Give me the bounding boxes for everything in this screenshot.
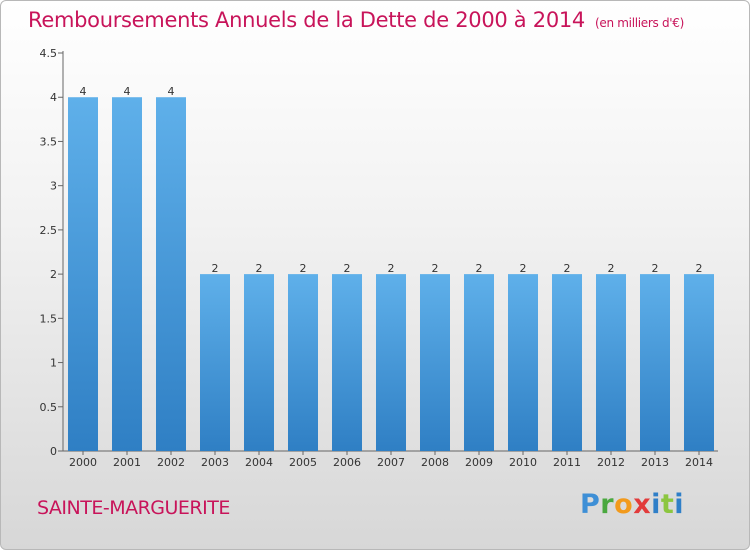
x-tick-label: 2003 [201, 456, 229, 469]
bar [244, 274, 274, 451]
proxiti-logo[interactable]: Proxiti [580, 489, 685, 520]
data-label: 2 [652, 262, 659, 275]
x-tick-label: 2001 [113, 456, 141, 469]
bar [288, 274, 318, 451]
y-tick-label: 3.5 [40, 135, 58, 148]
x-tick-label: 2006 [333, 456, 361, 469]
data-label: 2 [564, 262, 571, 275]
commune-name: SAINTE-MARGUERITE [37, 497, 230, 519]
bar [112, 97, 142, 451]
bar [640, 274, 670, 451]
y-tick-label: 0.5 [40, 401, 58, 414]
chart-title-text: Remboursements Annuels de la Dette de 20… [28, 8, 585, 32]
x-tick-label: 2007 [377, 456, 405, 469]
data-label: 2 [300, 262, 307, 275]
bar [420, 274, 450, 451]
y-tick-label: 2.5 [40, 224, 58, 237]
data-label: 2 [344, 262, 351, 275]
x-tick-label: 2013 [641, 456, 669, 469]
x-tick-label: 2009 [465, 456, 493, 469]
data-label: 2 [388, 262, 395, 275]
bar [684, 274, 714, 451]
data-label: 2 [608, 262, 615, 275]
chart-labels: 0 0.5 1 1.5 2 2.5 3 3.5 4 4.5 2000 4 2001 4 2002 4 2003 2… [40, 47, 714, 469]
bar [596, 274, 626, 451]
data-label: 2 [520, 262, 527, 275]
x-tick-label: 2005 [289, 456, 317, 469]
x-tick-label: 2012 [597, 456, 625, 469]
y-tick-label: 2 [50, 268, 57, 281]
data-label: 2 [212, 262, 219, 275]
bar [376, 274, 406, 451]
y-tick-label: 1 [50, 357, 57, 370]
data-label: 4 [168, 85, 175, 98]
bar [332, 274, 362, 451]
x-tick-label: 2002 [157, 456, 185, 469]
data-label: 2 [256, 262, 263, 275]
x-tick-label: 2004 [245, 456, 273, 469]
y-tick-label: 3 [50, 180, 57, 193]
data-label: 2 [476, 262, 483, 275]
bar [200, 274, 230, 451]
bar [552, 274, 582, 451]
y-tick-label: 4 [50, 91, 57, 104]
x-tick-label: 2008 [421, 456, 449, 469]
data-label: 2 [432, 262, 439, 275]
data-label: 2 [696, 262, 703, 275]
data-label: 4 [80, 85, 87, 98]
y-tick-label: 0 [50, 445, 57, 458]
bar [68, 97, 98, 451]
y-tick-label: 4.5 [40, 47, 58, 60]
bar [464, 274, 494, 451]
chart-bars [68, 97, 714, 451]
chart-title: Remboursements Annuels de la Dette de 20… [28, 8, 684, 32]
data-label: 4 [124, 85, 131, 98]
x-tick-label: 2010 [509, 456, 537, 469]
bar [156, 97, 186, 451]
x-tick-label: 2014 [685, 456, 713, 469]
y-tick-label: 1.5 [40, 312, 58, 325]
x-tick-label: 2000 [69, 456, 97, 469]
x-tick-label: 2011 [553, 456, 581, 469]
chart-unit-note: (en milliers d'€) [595, 16, 685, 30]
bar [508, 274, 538, 451]
